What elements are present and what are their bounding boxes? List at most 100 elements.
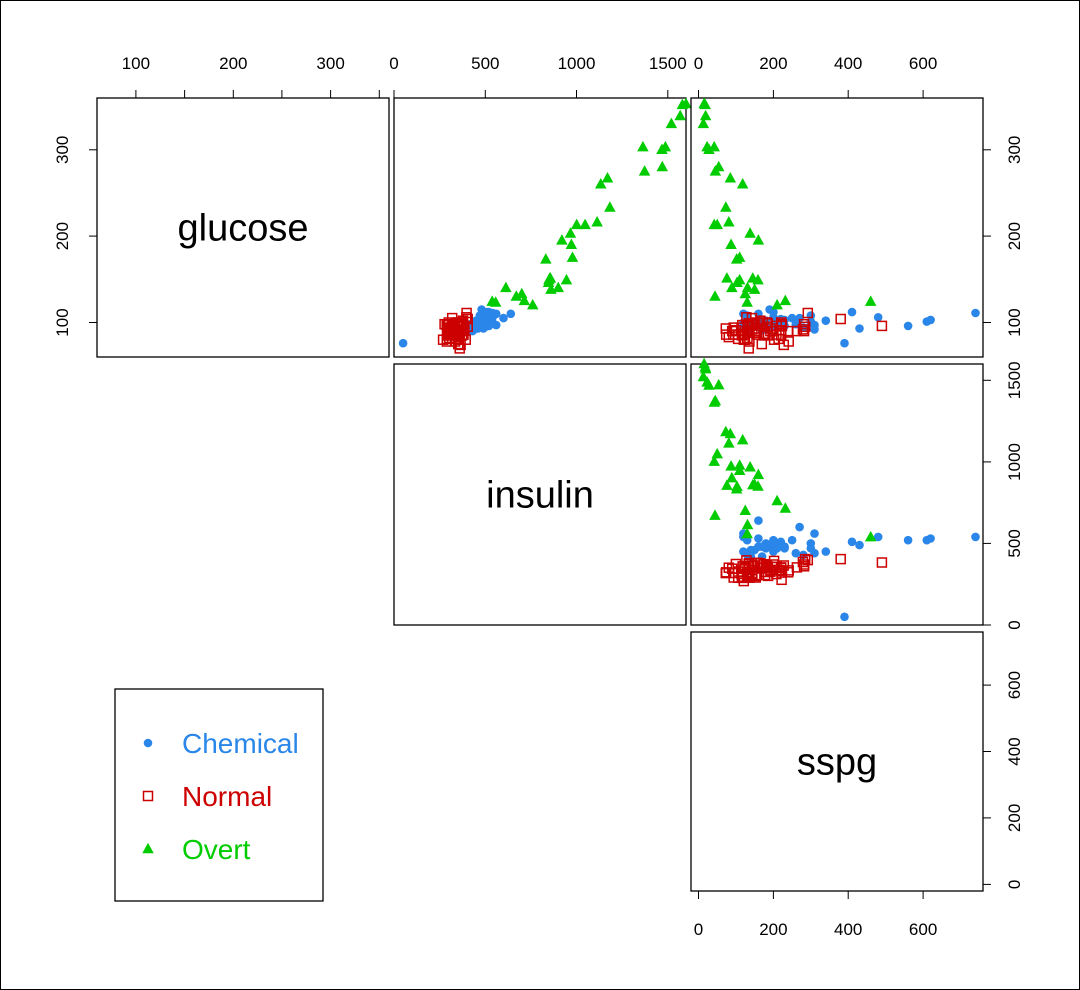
point-overt <box>731 480 743 491</box>
point-normal <box>791 562 803 573</box>
point-normal <box>799 553 811 565</box>
legend-entry-overt: Overt <box>142 834 251 865</box>
point-overt <box>748 478 761 489</box>
point-overt <box>697 370 710 382</box>
point-chemical <box>754 516 763 525</box>
point-overt <box>699 109 712 121</box>
point-overt <box>733 459 746 470</box>
point-overt <box>659 140 672 152</box>
bottom-tick-label-sspg: 200 <box>759 920 787 939</box>
point-normal <box>723 562 735 573</box>
point-chemical <box>787 535 797 545</box>
point-normal <box>742 332 753 344</box>
point-overt <box>752 234 765 245</box>
point-overt <box>721 479 733 490</box>
point-chemical <box>873 532 883 542</box>
point-overt <box>741 527 753 539</box>
point-overt <box>604 201 616 212</box>
panel-frame <box>393 97 687 358</box>
point-overt <box>701 376 713 387</box>
panels: glucose insulin sspg <box>96 97 984 892</box>
point-chemical <box>780 542 789 551</box>
point-overt <box>709 165 722 176</box>
point-normal <box>773 564 784 576</box>
point-normal <box>876 320 888 332</box>
point-chemical <box>769 547 778 556</box>
point-overt <box>752 468 765 480</box>
top-tick-label-glucose: 200 <box>219 54 247 73</box>
point-chemical <box>506 309 516 319</box>
point-chemical <box>922 317 932 326</box>
variable-label-sspg: sspg <box>797 742 877 784</box>
point-overt <box>771 298 783 310</box>
point-normal <box>776 320 788 332</box>
right-tick-label-sspg: 200 <box>1005 804 1024 832</box>
point-overt <box>540 253 552 264</box>
legend-label-chemical: Chemical <box>182 728 299 759</box>
point-normal <box>799 321 811 333</box>
left-tick-label-glucose: 200 <box>53 222 72 250</box>
point-normal <box>755 558 766 569</box>
top-tick-label-sspg: 400 <box>834 54 862 73</box>
point-chemical <box>847 537 857 547</box>
point-chemical <box>847 307 857 317</box>
point-overt <box>709 509 721 520</box>
point-chemical <box>499 313 508 323</box>
point-normal <box>771 320 782 332</box>
right-tick-label-insulin: 1500 <box>1005 361 1024 399</box>
point-overt <box>699 98 711 110</box>
point-overt <box>739 287 751 299</box>
panel-insulin-insulin: insulin <box>393 363 687 626</box>
point-overt <box>724 172 737 183</box>
point-overt <box>864 530 877 542</box>
point-overt <box>739 504 751 515</box>
point-chemical <box>754 534 763 543</box>
point-overt <box>708 140 720 152</box>
legend-label-normal: Normal <box>182 781 272 812</box>
point-overt <box>744 227 756 238</box>
point-overt <box>744 461 756 472</box>
point-overt <box>741 296 753 307</box>
point-overt <box>591 216 603 227</box>
point-overt <box>656 160 668 172</box>
point-normal <box>802 307 814 319</box>
panel-insulin-sspg <box>690 357 984 626</box>
legend-entry-normal: Normal <box>142 781 272 812</box>
point-chemical <box>903 321 913 331</box>
point-overt <box>771 494 783 506</box>
legend-entry-chemical: Chemical <box>143 728 299 759</box>
point-normal <box>741 326 753 338</box>
top-tick-label-sspg: 0 <box>694 54 703 73</box>
point-normal <box>457 324 468 336</box>
point-normal <box>876 557 888 568</box>
panel-glucose-insulin <box>393 97 692 358</box>
point-chemical <box>482 307 492 317</box>
point-overt <box>637 140 649 152</box>
point-overt <box>516 287 528 299</box>
right-tick-label-sspg: 400 <box>1005 737 1024 765</box>
point-normal <box>742 570 753 581</box>
point-normal <box>783 336 794 347</box>
point-overt <box>595 178 607 189</box>
panel-glucose-sspg <box>690 97 984 358</box>
point-normal <box>835 313 846 325</box>
panel-frame <box>690 363 984 626</box>
point-chemical <box>761 539 771 548</box>
panel-frame <box>393 363 687 626</box>
point-overt <box>638 165 651 176</box>
point-chemical <box>821 547 831 556</box>
right-tick-label-insulin: 500 <box>1005 529 1024 557</box>
right-tick-label-insulin: 1000 <box>1005 443 1024 481</box>
point-normal <box>750 317 761 328</box>
point-chemical <box>769 307 778 317</box>
point-overt <box>518 294 531 306</box>
point-overt <box>736 433 749 445</box>
legend-symbol-overt <box>142 842 154 854</box>
point-overt <box>721 272 733 283</box>
point-normal <box>741 555 752 566</box>
point-overt <box>723 216 735 227</box>
point-chemical <box>488 313 497 322</box>
point-overt <box>500 281 512 293</box>
point-overt <box>725 238 737 249</box>
